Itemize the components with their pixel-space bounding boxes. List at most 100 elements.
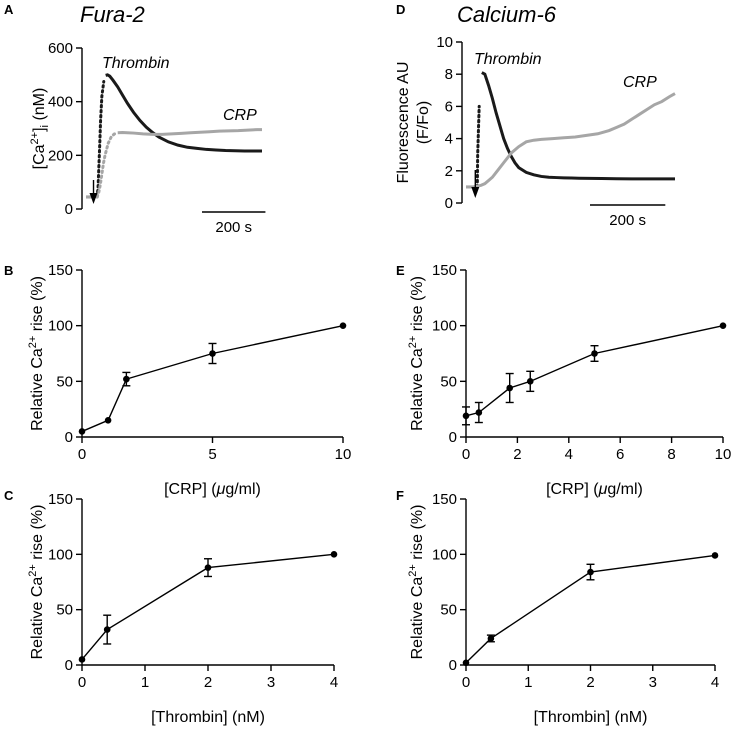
y-tick-label: 50 [440, 602, 457, 619]
x-tick-label: 0 [78, 446, 86, 463]
y-axis-label-part: rise (%) [29, 276, 46, 336]
series-line [81, 324, 344, 433]
x-axis-label: [CRP] (μg/ml) [164, 481, 261, 498]
x-tick-label: 8 [667, 446, 675, 463]
y-axis-label: Relative Ca2+ rise (%) [27, 505, 46, 660]
x-axis-label-part: g/ml) [607, 481, 643, 498]
data-point [103, 626, 111, 633]
y-axis-label-part: 2+ [27, 564, 39, 577]
x-axis-label: [Thrombin] (nM) [151, 709, 265, 726]
series-line [465, 324, 724, 417]
x-axis-label-part: μ [598, 481, 608, 498]
y-axis-label-line: Fluorescence AU [395, 62, 412, 184]
data-point [209, 350, 216, 357]
trace-thrombin-rise [475, 104, 481, 189]
y-axis-label-part: ] [31, 127, 48, 131]
x-axis-label: [Thrombin] (nM) [534, 709, 648, 726]
x-axis-label-part: [Thrombin] (nM) [534, 709, 648, 726]
panel-C: C 0 50 100 150 0 1 2 3 4 [Thrombin] (nM) Relative C… [4, 488, 338, 726]
panel-D: D Calcium-6 0 2 4 6 8 10 Fluorescence AU (F/Fo) Th… [395, 2, 676, 229]
scale-bar-label: 200 s [609, 212, 646, 229]
y-tick-label: 0 [449, 657, 457, 674]
y-tick-label: 0 [449, 429, 457, 446]
y-axis-label-part: [Ca [31, 144, 48, 169]
addition-arrow-head [89, 193, 98, 204]
x-tick-label: 4 [330, 674, 338, 691]
y-tick-label: 50 [56, 373, 73, 390]
series-line [465, 554, 716, 664]
x-tick-label: 4 [711, 674, 719, 691]
y-axis-label-part: rise (%) [409, 505, 426, 565]
y-axis-label-part: 2+ [407, 336, 419, 349]
y-axis-label: Relative Ca2+ rise (%) [27, 276, 46, 431]
data-point [104, 417, 112, 424]
panel-A: A Fura-2 0 200 400 600 [Ca2+]i (nM) Thrombin CRP… [4, 2, 266, 236]
y-axis-label: Relative Ca2+ rise (%) [407, 505, 426, 660]
x-tick-label: 6 [616, 446, 624, 463]
addition-arrow-head [471, 187, 480, 198]
annotation-thrombin: Thrombin [102, 55, 170, 72]
y-tick-label: 6 [445, 98, 453, 115]
data-point [591, 350, 598, 357]
y-axis-label-part: rise (%) [409, 276, 426, 336]
panel-letter-F: F [396, 488, 404, 503]
series-line [81, 553, 335, 660]
x-tick-label: 10 [715, 446, 732, 463]
x-axis-label-part: [CRP] ( [546, 481, 599, 498]
x-tick-label: 5 [208, 446, 216, 463]
trace-thrombin [481, 71, 675, 181]
panel-letter-E: E [396, 263, 405, 278]
y-tick-label: 100 [48, 546, 73, 563]
y-tick-label: 150 [48, 491, 73, 508]
y-tick-label: 50 [440, 373, 457, 390]
x-tick-label: 3 [649, 674, 657, 691]
y-tick-label: 400 [48, 94, 73, 111]
y-axis-label-part: Relative Ca [409, 577, 426, 660]
x-tick-label: 0 [462, 674, 470, 691]
y-axis-label: [Ca2+]i (nM) [29, 88, 51, 170]
y-tick-label: 2 [445, 163, 453, 180]
chart-title: Calcium-6 [457, 2, 557, 27]
trace-crp [117, 128, 262, 136]
data-point [487, 635, 495, 642]
x-axis-label-part: g/ml) [225, 481, 261, 498]
y-axis-label-part: 2+ [407, 564, 419, 577]
panel-letter-C: C [4, 488, 14, 503]
x-tick-label: 3 [267, 674, 275, 691]
y-axis-label-part: Relative Ca [409, 348, 426, 431]
x-tick-label: 2 [586, 674, 594, 691]
data-point [78, 428, 86, 435]
y-tick-label: 4 [445, 131, 453, 148]
annotation-crp: CRP [223, 107, 257, 124]
x-axis-label-part: [Thrombin] (nM) [151, 709, 265, 726]
x-axis-label-part: μ [216, 481, 226, 498]
data-point [204, 564, 212, 571]
y-axis-label-part: (nM) [31, 88, 48, 125]
data-point [339, 322, 347, 329]
x-tick-label: 10 [335, 446, 352, 463]
y-axis-label-line: (F/Fo) [415, 101, 432, 145]
y-axis-label-part: Relative Ca [29, 577, 46, 660]
data-point [78, 656, 86, 663]
annotation-thrombin: Thrombin [474, 51, 542, 68]
x-axis-label: [CRP] (μg/ml) [546, 481, 643, 498]
y-tick-label: 10 [436, 34, 453, 51]
y-tick-label: 0 [65, 657, 73, 674]
y-tick-label: 0 [65, 201, 73, 218]
x-tick-label: 2 [204, 674, 212, 691]
panel-letter-B: B [4, 263, 13, 278]
x-axis-label-part: [CRP] ( [164, 481, 217, 498]
x-tick-label: 1 [524, 674, 532, 691]
data-point [462, 412, 470, 420]
y-tick-label: 100 [48, 318, 73, 335]
y-tick-label: 8 [445, 66, 453, 83]
data-point [475, 409, 483, 416]
x-tick-label: 0 [462, 446, 470, 463]
x-tick-label: 0 [78, 674, 86, 691]
y-tick-label: 100 [432, 318, 457, 335]
y-tick-label: 200 [48, 147, 73, 164]
annotation-crp: CRP [623, 74, 657, 91]
data-point [526, 378, 534, 385]
y-tick-label: 50 [56, 602, 73, 619]
y-axis-label-part: Relative Ca [29, 348, 46, 431]
